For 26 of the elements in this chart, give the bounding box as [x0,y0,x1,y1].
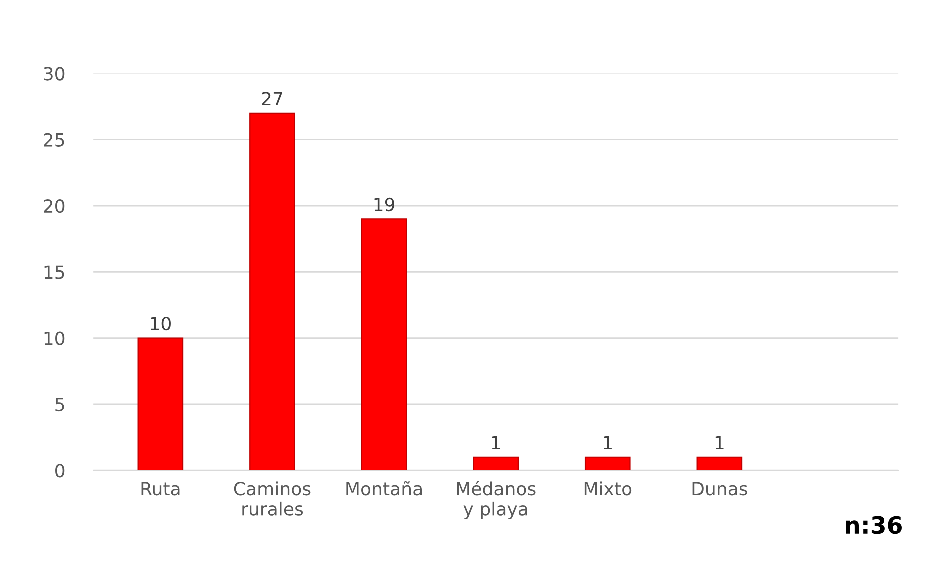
x-tick-label: Mixto [584,482,632,496]
x-tick-label: Ruta [142,482,180,496]
data-label: 10 [151,316,171,331]
x-tick-label: Médanos y playa [457,481,536,520]
bar [696,456,743,471]
text: n:36 [846,516,902,534]
x-tick-label: Dunas [692,482,748,496]
bar [361,218,408,471]
data-label: 1 [716,436,724,450]
bar [584,456,631,471]
y-tick-label: 30 [44,67,65,81]
x-tick-label: Montaña [346,481,422,496]
data-label: 1 [492,436,500,450]
y-tick-label: 10 [44,332,65,346]
bar [473,456,519,471]
y-tick-label: 15 [44,266,64,280]
data-label: 19 [374,198,394,212]
x-tick-label: Caminos rurales [234,482,311,516]
y-tick-label: 20 [44,199,65,214]
y-tick-label: 25 [44,133,64,147]
bar [250,112,296,471]
data-label: 1 [604,436,612,450]
bar [138,338,184,471]
data-label: 27 [262,92,282,106]
y-tick-label: 0 [56,464,65,478]
y-tick-label: 5 [56,398,64,412]
